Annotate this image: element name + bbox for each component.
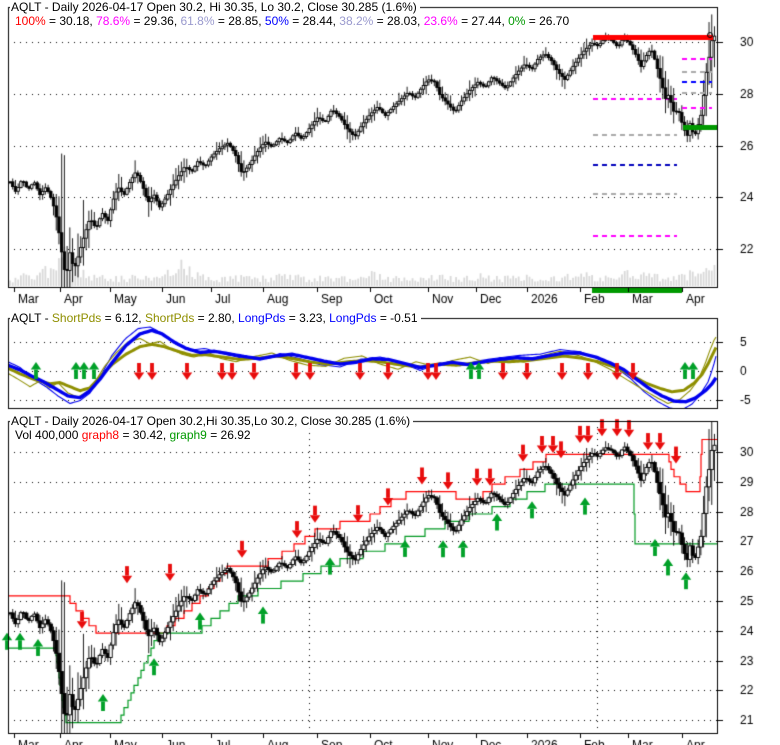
header-segment: ShortPds	[144, 311, 195, 325]
header-segment: 23.6%	[423, 14, 458, 28]
header-segment: 78.6%	[96, 14, 131, 28]
header-segment: AQLT -	[11, 311, 52, 325]
header-segment: = 28.44,	[288, 14, 340, 28]
header-segment: AQLT - Daily 2026-04-17 Open 30.2, Hi 30…	[11, 0, 417, 14]
header-segment: 50%	[264, 14, 289, 28]
header-segment: LongPds	[238, 311, 286, 325]
bottom-panel-header: AQLT - Daily 2026-04-17 Open 30.2,Hi 30.…	[10, 414, 414, 428]
header-segment: 61.8%	[180, 14, 215, 28]
top-panel-header: AQLT - Daily 2026-04-17 Open 30.2, Hi 30…	[10, 1, 420, 14]
header-segment: 100%	[15, 14, 46, 28]
header-segment: = 30.42,	[119, 428, 170, 442]
header-segment: 38.2%	[339, 14, 374, 28]
header-segment: = 3.23,	[285, 311, 330, 325]
header-segment: = 26.70	[525, 14, 570, 28]
header-segment: = 6.12,	[101, 311, 145, 325]
header-segment: = 28.03,	[373, 14, 424, 28]
header-segment: = 26.92	[206, 428, 251, 442]
header-segment: = 28.85,	[214, 14, 265, 28]
oscillator-panel-header: AQLT - ShortPds = 6.12, ShortPds = 2.80,…	[10, 312, 421, 325]
header-segment: graph8	[81, 428, 120, 442]
header-segment: = 27.44,	[457, 14, 509, 28]
header-segment: = -0.51	[376, 311, 418, 325]
header-segment: ShortPds	[51, 311, 102, 325]
header-segment: = 2.80,	[194, 311, 239, 325]
header-segment: LongPds	[329, 311, 377, 325]
header-segment: graph9	[169, 428, 207, 442]
header-segment: = 29.36,	[130, 14, 181, 28]
header-segment: Vol 400,000	[15, 428, 82, 442]
top-panel-fib-readout: 100% = 30.18, 78.6% = 29.36, 61.8% = 28.…	[14, 14, 573, 28]
header-segment: AQLT - Daily 2026-04-17 Open 30.2,Hi 30.…	[11, 414, 411, 428]
header-segment: = 30.18,	[45, 14, 97, 28]
bottom-panel-volume-readout: Vol 400,000 graph8 = 30.42, graph9 = 26.…	[14, 429, 254, 442]
header-segment: 0%	[508, 14, 526, 28]
